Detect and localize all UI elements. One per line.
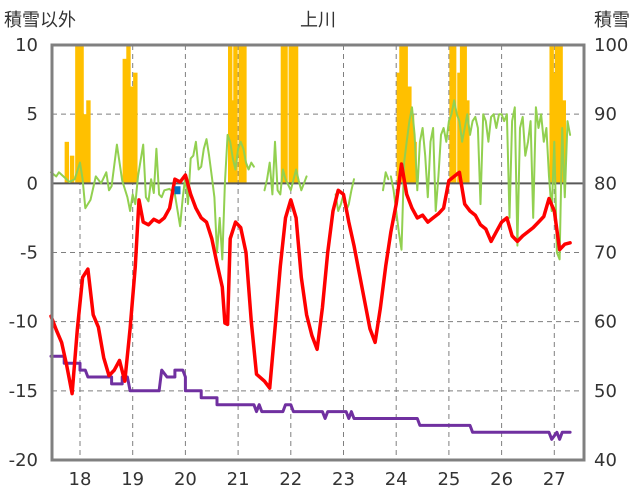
chart-title: 上川 (300, 10, 336, 31)
precip-bar (409, 114, 415, 184)
precip-bar (561, 100, 566, 184)
precip-bar (75, 45, 80, 184)
precip-bar (86, 100, 91, 184)
right-axis-title: 積雪 (594, 10, 630, 31)
right-tick-label: 90 (594, 104, 617, 125)
precip-bar (549, 45, 554, 184)
wind-series-line (263, 140, 308, 196)
plot-frame (50, 43, 586, 462)
right-tick-label: 80 (594, 173, 617, 194)
x-tick-label: 19 (121, 469, 144, 490)
precip-bar (130, 86, 135, 184)
x-tick-label: 18 (69, 469, 92, 490)
right-tick-label: 60 (594, 312, 617, 333)
left-axis-title: 積雪以外 (4, 10, 76, 31)
right-tick-label: 40 (594, 450, 617, 471)
precip-bar (291, 45, 296, 184)
precip-bar (552, 72, 557, 184)
x-tick-label: 23 (332, 469, 355, 490)
x-tick-label: 24 (385, 469, 408, 490)
precip-bar (462, 45, 467, 184)
x-tick-label: 27 (543, 469, 566, 490)
precip-bar (79, 45, 84, 184)
x-tick-label: 25 (437, 469, 460, 490)
right-tick-label: 70 (594, 243, 617, 264)
precip-bar (407, 86, 412, 184)
x-tick-label: 26 (490, 469, 513, 490)
precip-bar (396, 72, 402, 184)
temperature-series-line (49, 162, 572, 396)
precip-bar (288, 45, 293, 184)
precip-bar (399, 45, 404, 184)
precip-bar (412, 141, 417, 184)
precip-bars (64, 45, 566, 184)
x-tick-label: 21 (227, 469, 250, 490)
left-tick-label: -10 (9, 312, 38, 333)
x-tick-label: 20 (174, 469, 197, 490)
precip-bar (238, 45, 243, 184)
precip-bar (227, 45, 233, 184)
precip-bar (403, 45, 408, 184)
precip-bar (233, 45, 238, 184)
precip-bar (64, 141, 70, 184)
wind-series-line (382, 171, 390, 192)
series-lines (49, 99, 584, 441)
blue-marker (174, 186, 181, 195)
precip-bar (451, 45, 457, 184)
precip-bar (558, 45, 563, 184)
precip-bar (126, 45, 131, 184)
left-tick-label: 5 (27, 104, 38, 125)
precip-bar (554, 45, 560, 184)
precip-bar (293, 45, 299, 184)
precip-bar (283, 45, 288, 184)
left-tick-label: 10 (15, 35, 38, 56)
left-tick-label: -15 (9, 381, 38, 402)
precip-bar (459, 45, 465, 184)
precip-bar (465, 100, 470, 184)
left-tick-label: 0 (27, 173, 38, 194)
left-tick-label: -20 (9, 450, 38, 471)
precip-bar (242, 45, 247, 184)
right-tick-label: 100 (594, 35, 628, 56)
wind-series-line (50, 133, 255, 261)
precip-bar (280, 45, 286, 184)
precip-bar (230, 100, 236, 184)
precip-bar (133, 72, 138, 184)
precip-bar (83, 114, 88, 184)
precip-bar (69, 155, 75, 184)
x-tick-label: 22 (279, 469, 302, 490)
precip-bar (122, 58, 127, 184)
right-tick-label: 50 (594, 381, 617, 402)
snow-depth-series-line (49, 354, 572, 441)
left-tick-label: -5 (20, 243, 38, 264)
wind-series-line (389, 99, 572, 261)
